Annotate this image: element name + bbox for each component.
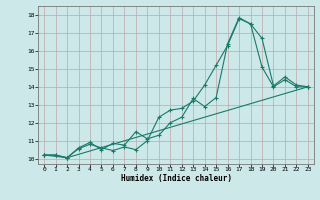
X-axis label: Humidex (Indice chaleur): Humidex (Indice chaleur) bbox=[121, 174, 231, 183]
